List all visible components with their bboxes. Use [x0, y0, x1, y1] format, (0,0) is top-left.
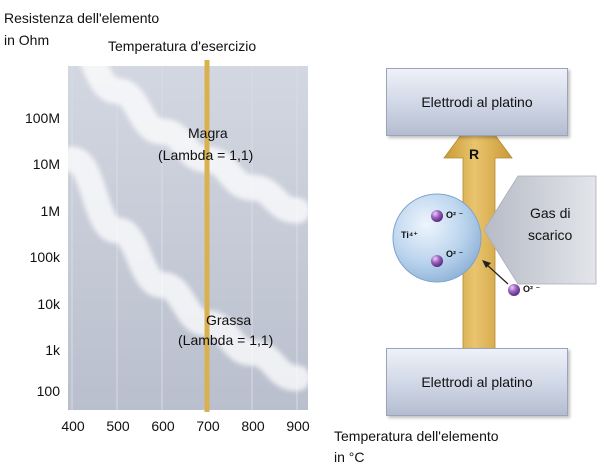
- electrode-top-label: Elettrodi al platino: [421, 94, 533, 110]
- y-tick-label: 100M: [24, 110, 60, 126]
- rich-curve-label: Grassa: [206, 312, 252, 328]
- y-tick-label: 1k: [45, 342, 60, 358]
- oxygen-ion: [431, 210, 443, 222]
- exhaust-gas-arrow: [483, 175, 597, 285]
- rich-lambda-label: (Lambda = 1,1): [178, 332, 274, 348]
- x-tick-label: 900: [286, 418, 310, 434]
- lean-curve-label: Magra: [188, 125, 228, 141]
- x-axis-title-line1: Temperatura dell'elemento: [334, 428, 499, 444]
- x-tick-label: 700: [196, 418, 220, 434]
- y-axis-title-line1: Resistenza dell'elemento: [4, 10, 160, 26]
- oxygen-ion: [508, 284, 520, 296]
- oxygen-ion-label: O² ⁻: [446, 210, 464, 220]
- y-tick-label: 100k: [29, 249, 60, 265]
- operating-temperature-label: Temperatura d'esercizio: [108, 38, 257, 54]
- x-tick-label: 400: [61, 418, 85, 434]
- titanium-ion-label: Ti⁴⁺: [401, 230, 419, 240]
- curve-band-magra: [59, 25, 310, 224]
- oxygen-ion-label: O² ⁻: [523, 284, 541, 294]
- y-tick-label: 10M: [32, 156, 60, 172]
- y-tick-label: 10k: [37, 296, 60, 312]
- x-axis-title-line2: in °C: [334, 449, 365, 465]
- curve-bands: [59, 25, 310, 392]
- resistance-symbol: R: [469, 146, 480, 162]
- oxygen-ion-label: O² ⁻: [446, 249, 464, 259]
- lean-lambda-label: (Lambda = 1,1): [158, 147, 254, 163]
- electrode-top: Elettrodi al platino: [386, 68, 568, 136]
- electrode-bottom: Elettrodi al platino: [386, 348, 568, 416]
- x-tick-label: 600: [151, 418, 175, 434]
- ion-migration-arrowhead: [482, 260, 491, 268]
- titanium-sphere: [392, 193, 482, 283]
- curve-band-grassa: [59, 146, 310, 392]
- ion-migration-arrow: [485, 263, 509, 285]
- exhaust-gas-label-line2: scarico: [528, 227, 573, 243]
- electrode-bottom-label: Elettrodi al platino: [421, 374, 533, 390]
- x-tick-label: 800: [241, 418, 265, 434]
- y-axis-title-line2: in Ohm: [4, 32, 50, 48]
- exhaust-gas-label-line1: Gas di: [530, 205, 571, 221]
- y-tick-label: 100: [36, 383, 60, 399]
- oxygen-ion: [431, 255, 443, 267]
- y-tick-label: 1M: [40, 203, 60, 219]
- x-tick-label: 500: [106, 418, 130, 434]
